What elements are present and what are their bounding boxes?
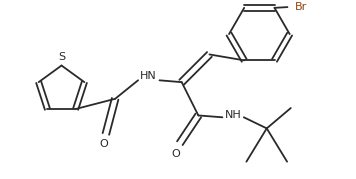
- Text: NH: NH: [225, 110, 242, 120]
- Text: HN: HN: [140, 71, 157, 81]
- Text: O: O: [100, 139, 109, 149]
- Text: O: O: [172, 149, 180, 159]
- Text: S: S: [58, 52, 65, 62]
- Text: Br: Br: [295, 2, 307, 12]
